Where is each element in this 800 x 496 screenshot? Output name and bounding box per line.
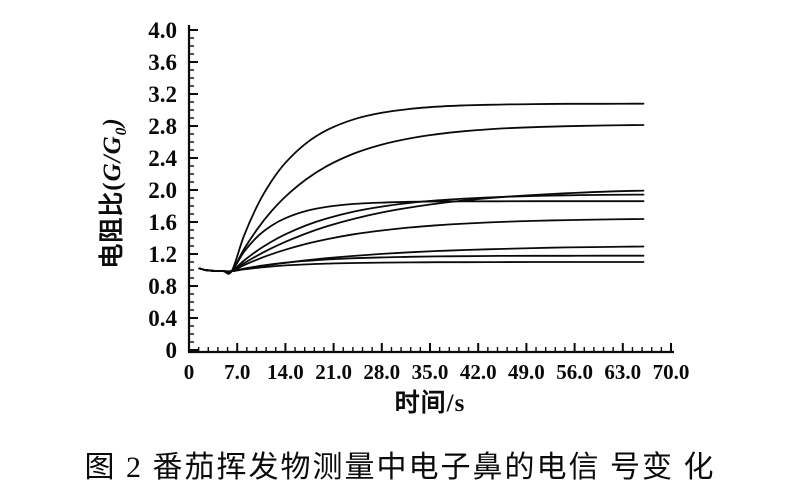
x-tick-label: 35.0	[412, 360, 449, 384]
x-tick-label: 28.0	[363, 360, 400, 384]
series-line-sensor-9	[198, 261, 645, 273]
series-line-sensor-3	[198, 189, 645, 273]
x-tick-label: 63.0	[604, 360, 641, 384]
y-tick-label: 0.4	[148, 306, 177, 331]
x-tick-label: 49.0	[508, 360, 545, 384]
y-tick-label: 4.0	[148, 18, 177, 43]
x-tick-label: 14.0	[267, 360, 304, 384]
y-axis-title: 电阻比(G/G0)	[96, 93, 130, 293]
x-tick-label: 21.0	[315, 360, 352, 384]
figure-caption: 图 2 番茄挥发物测量中电子鼻的电信 号变 化	[84, 451, 716, 484]
y-axis-title-text: 电阻比(	[99, 181, 126, 269]
y-tick-label: 3.2	[148, 82, 177, 107]
y-tick-label: 2.8	[148, 114, 177, 139]
y-axis-title-subscript: 0	[113, 126, 130, 136]
series-line-sensor-8	[198, 254, 645, 273]
y-tick-label: 2.4	[148, 146, 177, 171]
y-axis-title-ratio: G/G	[99, 135, 126, 182]
y-tick-label: 2.0	[148, 178, 177, 203]
y-tick-label: 1.2	[148, 242, 177, 267]
x-tick-label: 42.0	[460, 360, 497, 384]
series-line-sensor-1	[198, 102, 645, 275]
x-tick-label: 70.0	[653, 360, 690, 384]
x-axis-title: 时间/s	[394, 390, 466, 417]
x-tick-label: 7.0	[224, 360, 250, 384]
y-tick-label: 0.8	[148, 274, 177, 299]
y-tick-label: 0	[166, 338, 178, 363]
x-tick-label: 56.0	[556, 360, 593, 384]
x-tick-label: 0	[184, 360, 195, 384]
y-axis-title-close: )	[99, 117, 126, 127]
line-chart-canvas: 0 0.4 0.8 1.2 1.6 2.0 2.4 2.8 3.2 3.6 4.0 0 7.0 14.0 2…	[148, 18, 690, 384]
y-tick-label: 3.6	[148, 50, 177, 75]
y-tick-label: 1.6	[148, 210, 177, 235]
